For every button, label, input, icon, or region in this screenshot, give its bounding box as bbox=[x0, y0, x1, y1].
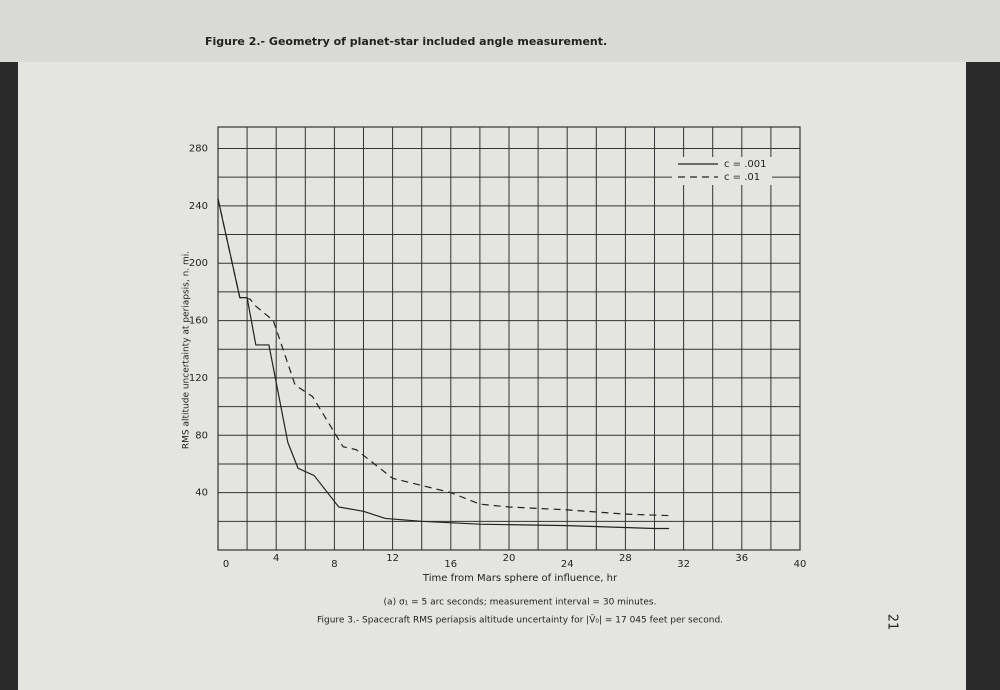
header: Figure 2.- Geometry of planet-star inclu… bbox=[205, 35, 607, 48]
caption: Figure 3.- Spacecraft RMS periapsis alti… bbox=[317, 614, 723, 626]
y-axis-label: RMS altitude uncertainty at periapsis, n… bbox=[182, 251, 192, 449]
x-tick-label: 8 bbox=[331, 559, 337, 570]
x-tick-label: 24 bbox=[561, 559, 574, 570]
data-line bbox=[217, 198, 670, 530]
x-tick-label: 20 bbox=[503, 553, 516, 564]
data-line bbox=[217, 198, 670, 517]
y-tick-label: 280 bbox=[189, 144, 208, 155]
page-number: 21 bbox=[885, 614, 900, 631]
x-tick-label: 4 bbox=[273, 553, 279, 564]
y-tick-label: 40 bbox=[195, 488, 208, 499]
y-tick-label: 80 bbox=[195, 430, 208, 441]
subcaption: (a) σ₁ = 5 arc seconds; measurement inte… bbox=[384, 598, 657, 608]
x-tick-label: 36 bbox=[735, 553, 748, 564]
x-tick-label: 32 bbox=[677, 559, 690, 570]
x-tick-label: 12 bbox=[386, 553, 399, 564]
y-tick-label: 200 bbox=[189, 258, 208, 269]
legend-label: c = .01 bbox=[724, 172, 760, 183]
y-tick-label: 160 bbox=[189, 316, 208, 327]
paper bbox=[18, 62, 966, 690]
legend-box bbox=[672, 157, 772, 185]
y-tick-label: 120 bbox=[189, 373, 208, 384]
x-tick-label: 40 bbox=[794, 559, 807, 570]
x-tick-label: 16 bbox=[444, 559, 457, 570]
x-tick-label: 28 bbox=[619, 553, 632, 564]
y-tick-label: 240 bbox=[189, 201, 208, 212]
previous-page bbox=[0, 0, 1000, 62]
x-tick-label: 0 bbox=[223, 559, 229, 570]
x-axis-label: Time from Mars sphere of influence, hr bbox=[422, 573, 618, 584]
legend-label: c = .001 bbox=[724, 159, 767, 170]
